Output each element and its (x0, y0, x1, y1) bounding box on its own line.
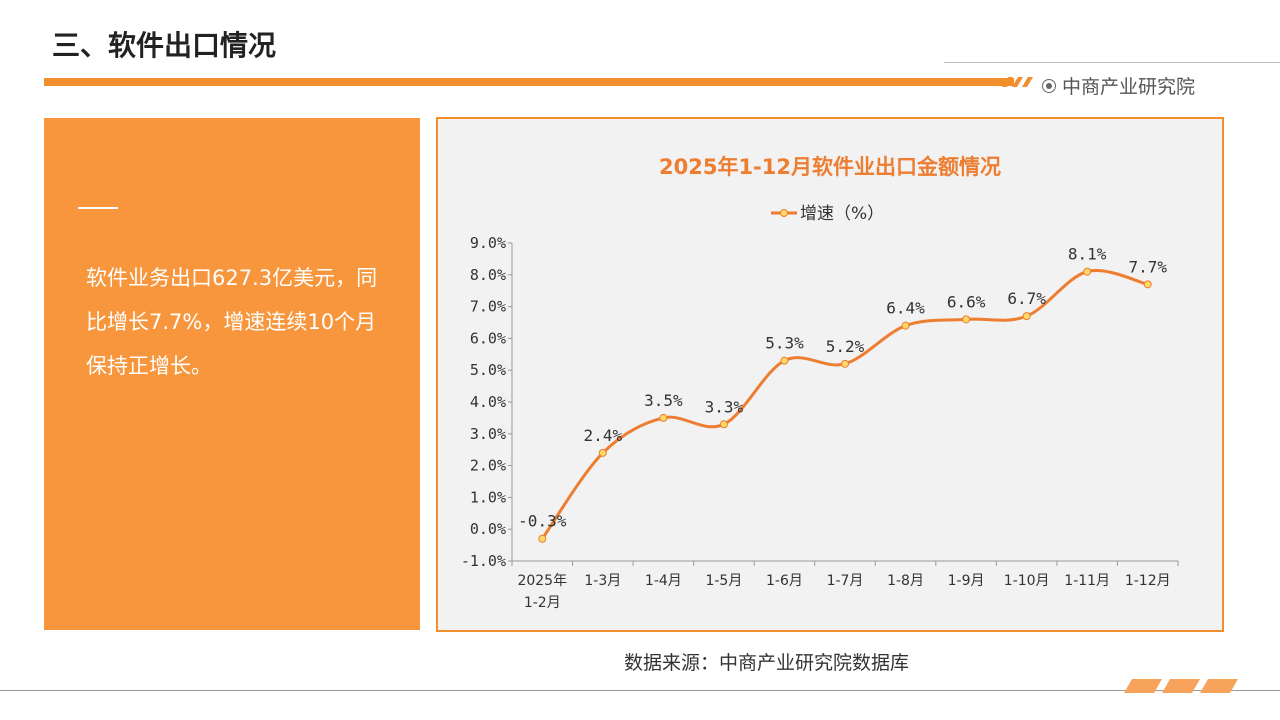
brand-name: 中商产业研究院 (1062, 76, 1196, 98)
y-tick-label: 4.0% (470, 393, 506, 411)
summary-panel: 软件业务出口627.3亿美元，同比增长7.7%，增速连续10个月保持正增长。 (44, 118, 420, 630)
summary-text: 软件业务出口627.3亿美元，同比增长7.7%，增速连续10个月保持正增长。 (86, 266, 378, 378)
summary-divider (78, 207, 118, 209)
y-tick-label: 2.0% (470, 457, 506, 475)
y-tick-label: 1.0% (470, 488, 506, 506)
page-title: 三、软件出口情况 (52, 29, 277, 62)
y-tick-label: 5.0% (470, 361, 506, 379)
x-tick-label: 1-4月 (645, 573, 682, 589)
y-tick-label: -1.0% (461, 552, 506, 570)
header-accent-bar (44, 78, 1014, 86)
x-tick-label: 1-5月 (705, 573, 742, 589)
y-tick-label: 3.0% (470, 425, 506, 443)
data-label: 5.3% (765, 334, 804, 353)
footer-line (0, 690, 1280, 691)
data-point (780, 356, 789, 365)
data-label: 5.2% (826, 337, 865, 356)
chart-container: 2025年1-12月软件业出口金额情况增速（%） -1.0% 0.0% 1.0% 2.0… (436, 117, 1224, 632)
data-label: 7.7% (1128, 257, 1167, 276)
y-tick-label: 9.0% (470, 234, 506, 252)
data-point (598, 448, 607, 457)
data-source: 数据来源：中商产业研究院数据库 (624, 652, 910, 674)
chart-title: 2025年1-12月软件业出口金额情况 (659, 155, 1001, 179)
x-tick-label: 1-6月 (766, 573, 803, 589)
data-point (962, 315, 971, 324)
data-label: 6.6% (947, 292, 986, 311)
y-tick-label: 0.0% (470, 520, 506, 538)
data-point (538, 534, 547, 543)
brand-logo: 中商产业研究院 (1042, 72, 1195, 99)
data-label: 3.5% (644, 391, 683, 410)
brand-icon (1042, 78, 1056, 93)
x-tick-label: 1-3月 (584, 573, 621, 589)
data-point (719, 420, 728, 429)
x-tick-label: 1-12月 (1125, 573, 1171, 589)
x-tick-label: 1-10月 (1004, 573, 1050, 589)
x-tick-label: 1-2月 (524, 595, 561, 611)
legend-marker (780, 209, 788, 217)
data-label: 3.3% (705, 397, 744, 416)
data-label: 6.4% (886, 299, 925, 318)
series-line (541, 269, 1149, 540)
data-label: -0.3% (518, 512, 567, 531)
x-tick-label: 1-9月 (948, 573, 985, 589)
data-point (901, 321, 910, 330)
data-point (1022, 312, 1031, 321)
footer-stripes-icon (1124, 679, 1238, 693)
data-point (1143, 280, 1152, 289)
header-thin-line (944, 62, 1280, 63)
x-tick-label: 2025年 (517, 573, 567, 589)
y-tick-label: 6.0% (470, 329, 506, 347)
legend-label: 增速（%） (800, 204, 884, 224)
x-tick-label: 1-8月 (887, 573, 924, 589)
data-point (841, 359, 849, 368)
x-tick-label: 1-7月 (827, 573, 864, 589)
data-point (1083, 267, 1092, 276)
data-point (659, 413, 668, 422)
header-stripes-icon (1002, 77, 1033, 87)
x-tick-label: 1-11月 (1064, 573, 1110, 589)
data-label: 6.7% (1007, 289, 1046, 308)
y-tick-label: 8.0% (470, 266, 506, 284)
y-tick-label: 7.0% (470, 298, 506, 316)
data-label: 8.1% (1068, 245, 1107, 264)
data-label: 2.4% (584, 426, 623, 445)
